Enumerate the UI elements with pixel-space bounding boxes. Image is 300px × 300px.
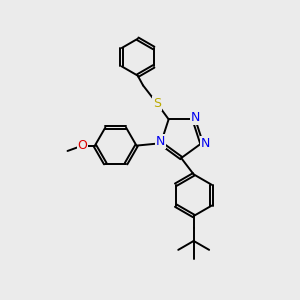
Text: O: O bbox=[77, 139, 87, 152]
Text: N: N bbox=[190, 111, 200, 124]
Text: N: N bbox=[200, 137, 210, 150]
Text: N: N bbox=[156, 135, 165, 148]
Text: S: S bbox=[153, 98, 161, 110]
